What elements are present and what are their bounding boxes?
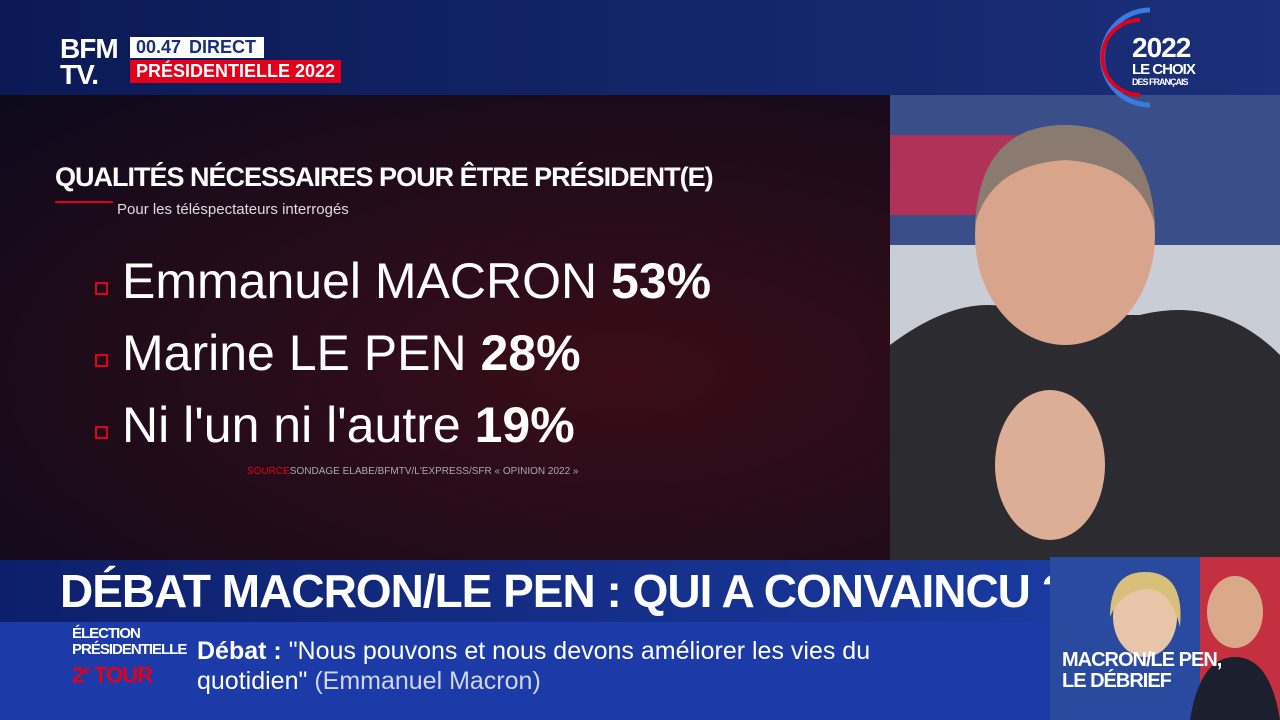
item-value: 28% [480,325,581,381]
corner-ring [1100,7,1151,108]
poll-panel [0,95,890,560]
headline-band [0,560,1050,622]
logo-bottom: TV. [60,59,99,90]
item-name: Ni l'un ni l'autre [122,397,461,453]
photo [890,95,1280,560]
thumbnail [1050,557,1280,720]
poll-item: Emmanuel MACRON 53% [95,245,711,317]
poll-subtitle: Pour les téléspectateurs interrogés [117,201,349,218]
ticker-attribution: (Emmanuel Macron) [314,667,541,695]
accent [55,201,113,203]
bullet [95,425,108,439]
source-text: SONDAGE ELABE/BFMTV/L'EXPRESS/SFR « OPIN… [289,466,579,477]
tour-sup: e [83,663,90,677]
live: DIRECT [187,37,265,58]
item-value: 53% [611,253,712,309]
corner: 2022 LE CHOIX DES FRANÇAIS [1132,32,1196,88]
source-label: SOURCE [247,466,290,477]
tour-num: 2 [72,662,84,688]
ticker-band [0,622,1050,720]
bullet [95,353,108,367]
logo: BFM TV. [60,33,119,90]
poll-item: Marine LE PEN 28% [95,317,711,389]
corner-line1: LE CHOIX [1132,61,1196,78]
tag: ÉLECTION PRÉSIDENTIELLE 2e TOUR [72,625,187,688]
corner-year: 2022 [1132,32,1191,63]
tour-text: TOUR [94,662,153,688]
show: PRÉSIDENTIELLE 2022 [130,60,342,83]
time: 00.47 [130,37,188,58]
logo-top: BFM [60,33,119,64]
corner-line2: DES FRANÇAIS [1132,77,1189,87]
headline: DÉBAT MACRON/LE PEN : QUI A CONVAINCU ? [60,565,1070,617]
item-name: Emmanuel MACRON [122,253,598,309]
bullet [95,281,108,295]
thumbnail-caption: MACRON/LE PEN, LE DÉBRIEF [1062,649,1222,692]
tag-line2: PRÉSIDENTIELLE [72,641,187,658]
poll-item: Ni l'un ni l'autre 19% [95,389,711,461]
item-value: 19% [474,397,575,453]
thumb-line1: MACRON/LE PEN, [1062,649,1222,671]
live-box: 00.47 DIRECT [130,37,265,58]
thumb-line2: LE DÉBRIEF [1062,670,1172,692]
poll-items: Emmanuel MACRON 53% Marine LE PEN 28% Ni l… [95,245,711,461]
poll-title: QUALITÉS NÉCESSAIRES POUR ÊTRE PRÉSIDENT… [55,162,714,192]
ticker-label: Débat : [197,637,282,665]
ticker-quote: "Nous pouvons et nous devons améliorer l… [197,637,871,695]
item-name: Marine LE PEN [122,325,467,381]
tag-line1: ÉLECTION [72,625,141,642]
ticker: Débat : "Nous pouvons et nous devons amé… [197,636,977,696]
source: SOURCESONDAGE ELABE/BFMTV/L'EXPRESS/SFR … [247,466,578,477]
